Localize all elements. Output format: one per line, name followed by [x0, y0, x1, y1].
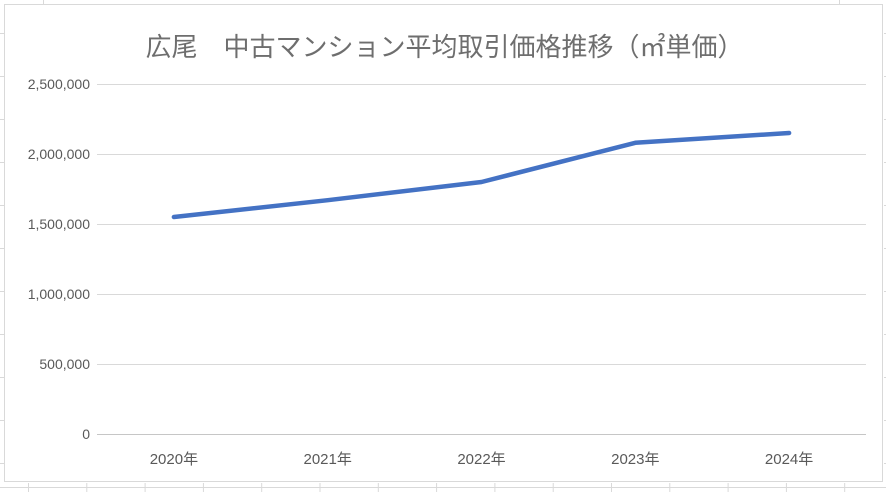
- x-axis-tick-label: 2021年: [303, 451, 352, 468]
- x-axis-tick-label: 2022年: [457, 451, 506, 468]
- y-axis-tick-label: 2,000,000: [27, 146, 90, 162]
- x-axis-tick-label: 2023年: [611, 451, 660, 468]
- y-axis-tick-label: 0: [82, 426, 90, 442]
- y-axis-tick-label: 500,000: [39, 356, 90, 372]
- y-axis-tick-label: 1,500,000: [27, 216, 90, 232]
- series-line[interactable]: [171, 130, 792, 220]
- y-axis-tick-label: 1,000,000: [27, 286, 90, 302]
- x-axis-tick-label: 2024年: [764, 451, 814, 468]
- x-axis-tick-label: 2020年: [149, 451, 199, 468]
- y-axis-tick-label: 2,500,000: [27, 76, 90, 92]
